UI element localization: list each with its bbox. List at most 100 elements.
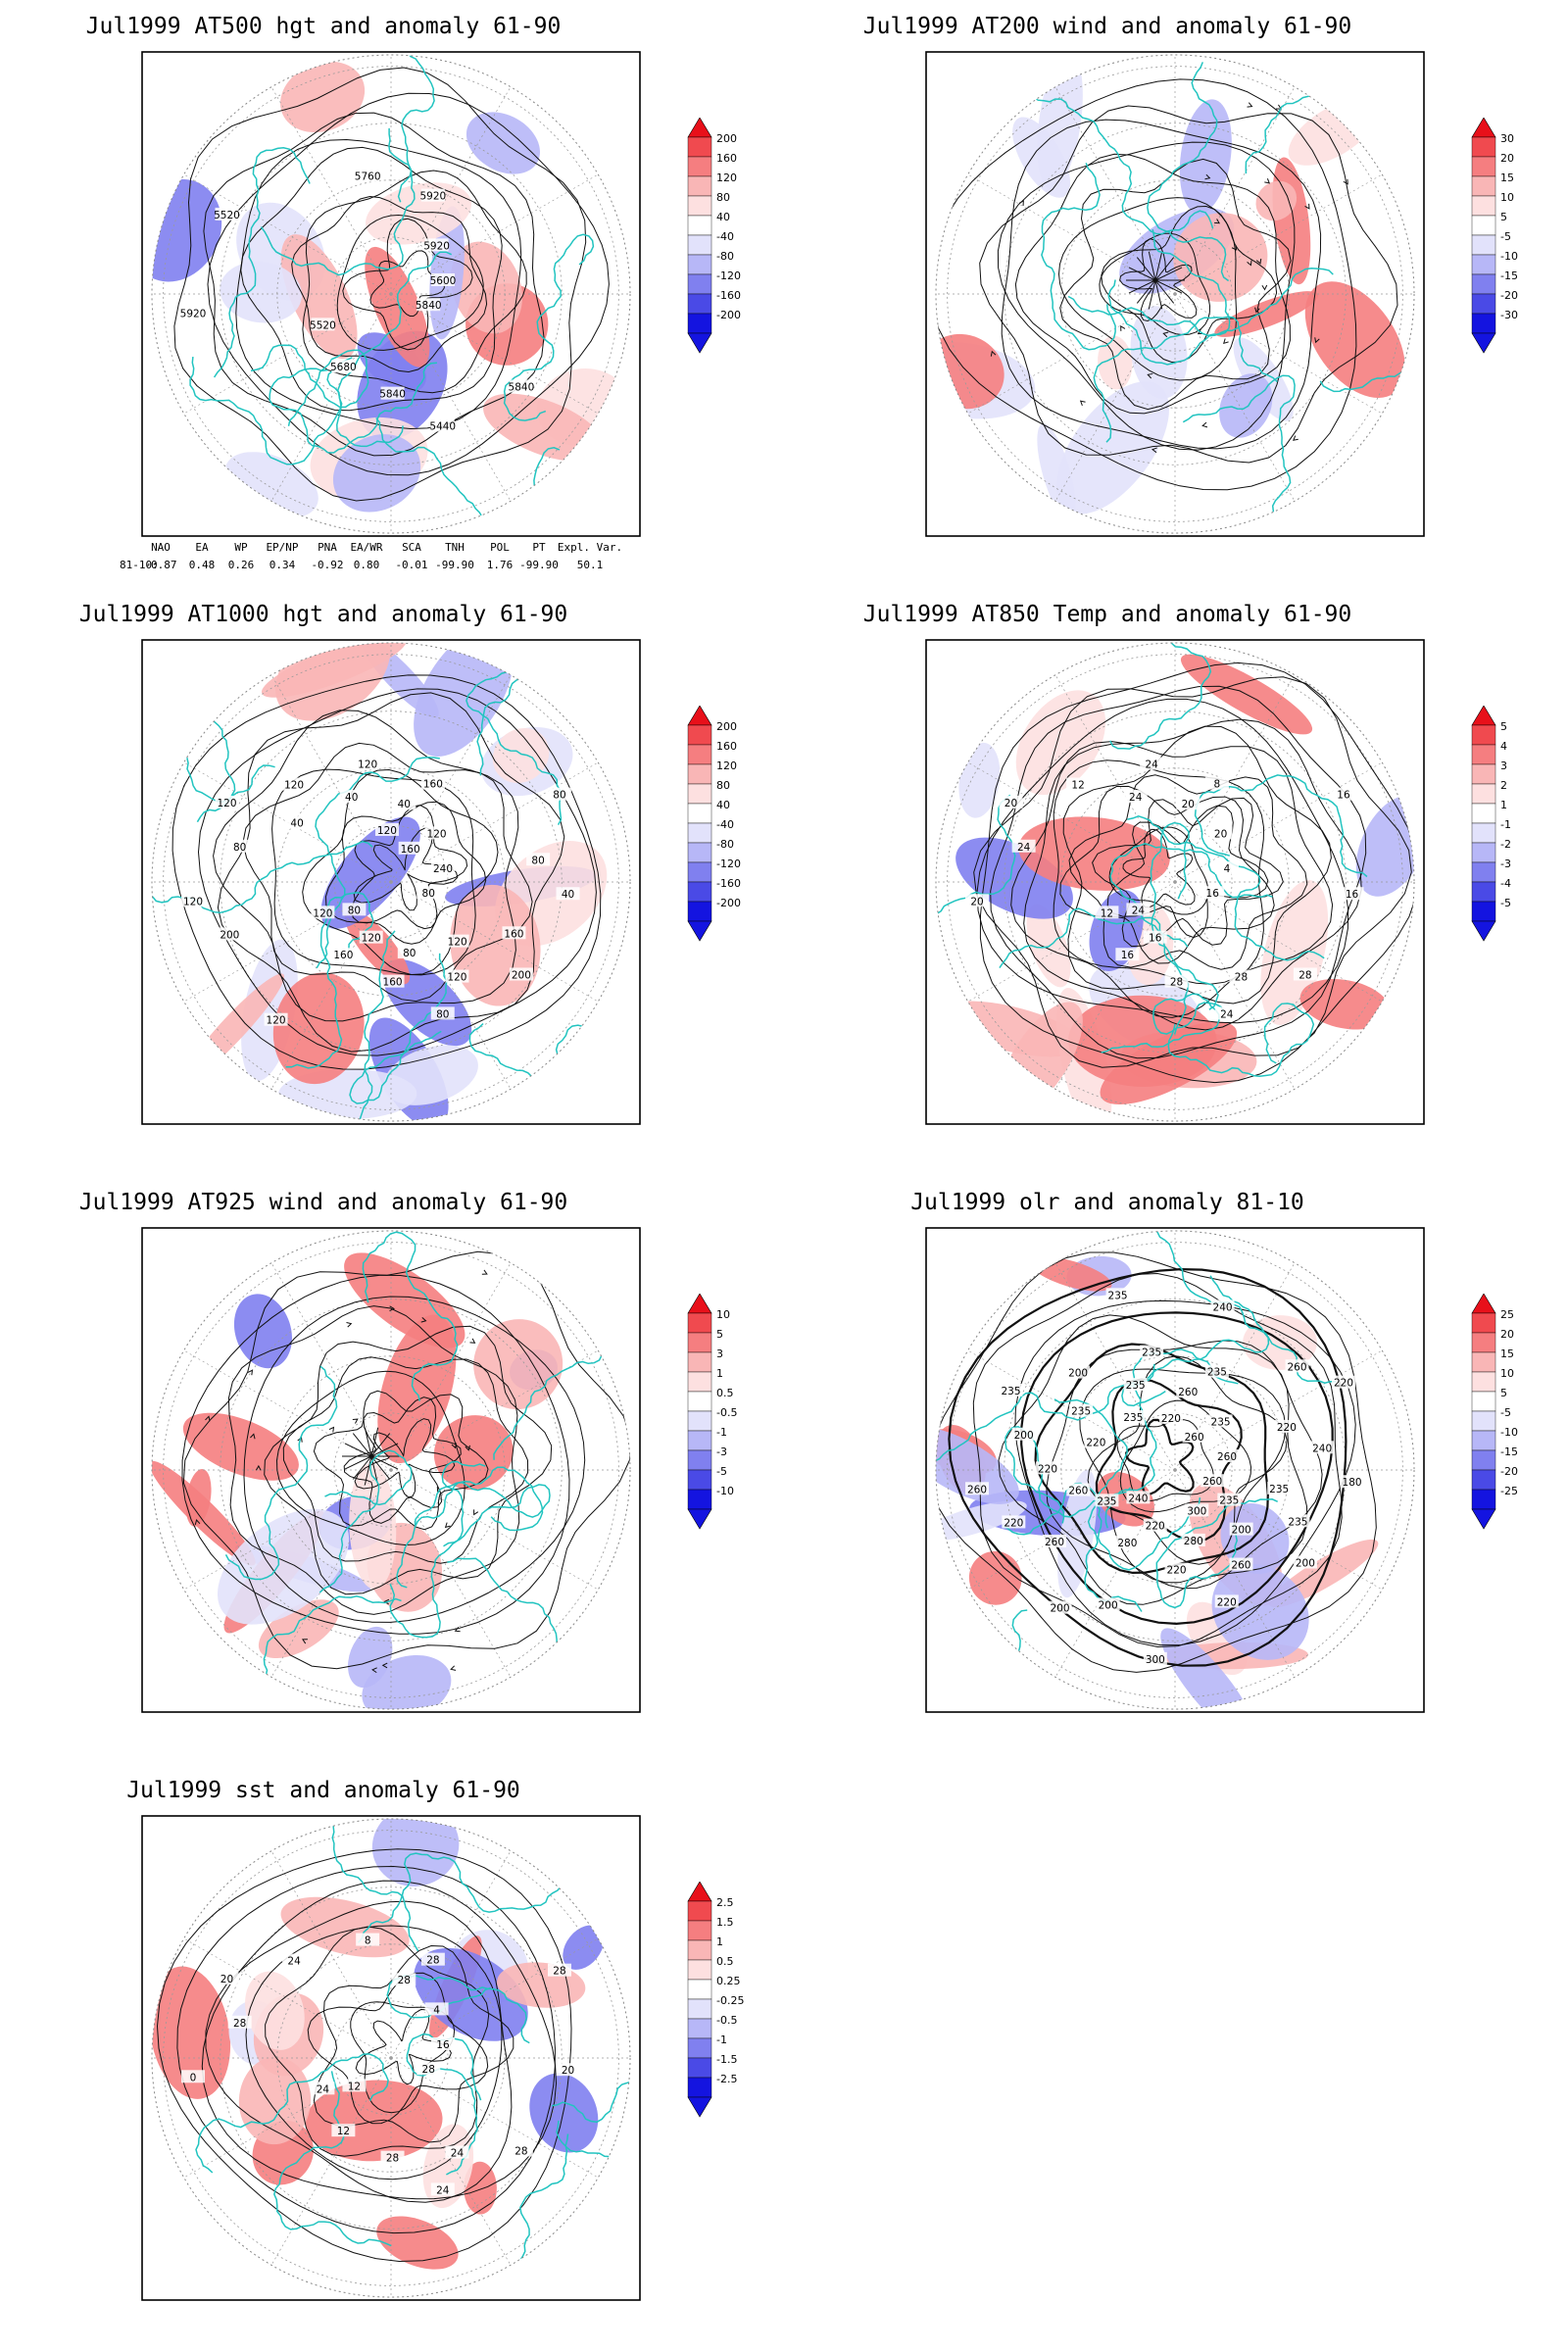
colorbar-tick-label: -5 (1500, 1406, 1511, 1419)
coastline (1004, 1426, 1131, 1524)
colorbar-tick-label: -4 (1500, 877, 1511, 890)
contour-line (972, 1272, 1343, 1648)
colorbar-z500: 200 160 120 80 40 -40 -80 -120 -160 -200 (687, 118, 741, 354)
colorbar-swatch (1471, 234, 1496, 256)
colorbar-bottom-arrow (1471, 920, 1496, 942)
anomaly-shading (1255, 180, 1298, 221)
streamline-arrow (1314, 337, 1320, 344)
colorbar-tick-label: 200 (716, 132, 737, 145)
contour-line (181, 1274, 570, 1635)
map-disc (152, 643, 630, 1121)
contour-line (1068, 774, 1308, 970)
streamline-arrow (454, 1627, 461, 1633)
colorbar-swatch (1471, 1469, 1496, 1491)
meridian (1174, 881, 1296, 1090)
index-header: PT (532, 541, 546, 554)
coastline (1150, 821, 1219, 1010)
contour-label: 20 (1182, 799, 1195, 810)
colorbar-tick-label: -160 (716, 289, 741, 302)
index-header: POL (490, 541, 510, 554)
contour-label: 16 (1121, 950, 1135, 961)
streamline (1136, 279, 1156, 304)
map-disc (936, 1231, 1414, 1709)
colorbar-tick-label: 0.25 (716, 1975, 741, 1987)
colorbar-swatch (687, 234, 712, 256)
contour-line (1059, 785, 1275, 964)
contour-label: 235 (1211, 1416, 1231, 1428)
anomaly-shading (305, 2080, 443, 2162)
coastline (1121, 1275, 1270, 1407)
contour-line (302, 170, 527, 394)
colorbar-swatch (1471, 1430, 1496, 1451)
colorbar-swatch (687, 2018, 712, 2039)
contour-label: 28 (553, 1966, 565, 1978)
colorbar-tick-label: -1 (716, 1426, 727, 1439)
meridian (967, 1349, 1176, 1471)
contour-label: 8 (365, 1936, 371, 1947)
colorbar-swatch (1471, 293, 1496, 315)
contour-label: 220 (1334, 1378, 1353, 1390)
anomaly-shading (1018, 816, 1170, 891)
colorbar-swatch (687, 803, 712, 824)
colorbar-swatch (1471, 175, 1496, 197)
map-edge (151, 642, 631, 1122)
anomaly-shading (968, 1550, 1022, 1605)
contour-label: 28 (386, 2153, 399, 2165)
colorbar-tick-label: -1 (1500, 818, 1511, 831)
map-edge (151, 54, 631, 534)
contour-label: 260 (1185, 1432, 1204, 1444)
coastline (493, 1238, 630, 1460)
contour-line (1079, 1368, 1287, 1584)
coastline (318, 1449, 413, 1593)
anomaly-shading (1160, 1628, 1256, 1709)
latitude-circle (1004, 122, 1347, 466)
teleconnection-indices: NAO EA WP EP/NP PNA EA/WR SCA TNH POL PT Expl. Var… (120, 541, 622, 571)
colorbar-swatch (687, 313, 712, 334)
contour-line (217, 692, 565, 1053)
contour-label: 235 (1108, 1290, 1128, 1301)
map-u925 (141, 1227, 641, 1713)
contour-line (979, 662, 1414, 1084)
index-header: EP/NP (266, 541, 298, 554)
map-z1000: 80 120 160 80 120 240 160 120 200 120 120 160 120 40 8… (141, 639, 641, 1125)
index-row-label: 81-10: (120, 559, 159, 571)
contour-label: 24 (1132, 905, 1146, 916)
meridian (390, 1850, 512, 2059)
anomaly-shading (1057, 1469, 1098, 1598)
contour-label: 120 (448, 937, 467, 949)
colorbar-swatch (1471, 822, 1496, 844)
contour-label: 16 (1346, 889, 1359, 901)
colorbar-swatch (1471, 744, 1496, 765)
contour-line (1108, 826, 1209, 915)
colorbar-bottom-arrow (1471, 332, 1496, 354)
colorbar-swatch (687, 2057, 712, 2079)
panel-t850: Jul1999 AT850 Temp and anomaly 61-90 16 1… (784, 588, 1529, 1156)
meridian (1054, 86, 1176, 295)
streamline (1154, 279, 1163, 310)
colorbar-tick-label: 80 (716, 779, 730, 792)
anomaly-shading (261, 643, 408, 698)
contour-label: 80 (436, 1008, 449, 1020)
colorbar-top-arrow (1471, 118, 1496, 138)
contour-line (336, 214, 484, 351)
streamline (344, 1443, 372, 1457)
colorbar-tick-label: -20 (1500, 1465, 1518, 1478)
coastline (1109, 643, 1212, 750)
streamline-arrow (383, 1598, 390, 1605)
colorbar-swatch (687, 175, 712, 197)
colorbar-tick-label: 4 (1500, 740, 1507, 753)
contour-line (156, 1848, 572, 2263)
latitude-circle (1117, 236, 1233, 352)
panel-title: Jul1999 AT1000 hgt and anomaly 61-90 (78, 602, 568, 627)
coastline (195, 2053, 389, 2174)
contour-label: 28 (1235, 972, 1248, 984)
contour-label: 120 (183, 896, 203, 907)
map-disc (152, 1231, 630, 1709)
anomaly-shading (1214, 291, 1318, 337)
colorbar-swatch (687, 1449, 712, 1471)
contour-label: 5840 (379, 389, 406, 401)
streamline-arrow (381, 1662, 388, 1669)
colorbar-swatch (687, 1312, 712, 1334)
index-header: Expl. Var. (558, 541, 622, 554)
contour-label: 40 (290, 818, 303, 830)
